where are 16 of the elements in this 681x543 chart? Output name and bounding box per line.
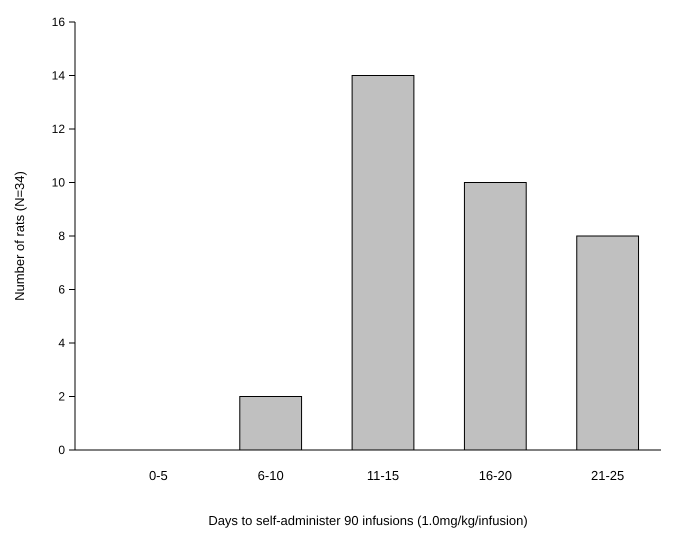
y-tick-label: 16 [52, 15, 66, 30]
y-tick-label: 14 [52, 68, 66, 83]
y-tick-label: 12 [52, 122, 66, 136]
y-tick-label: 10 [52, 176, 66, 190]
y-tick-label: 4 [58, 336, 66, 350]
y-tick-label: 2 [58, 390, 66, 404]
x-tick-label: 11-15 [366, 468, 400, 483]
x-tick-label: 0-5 [148, 468, 168, 483]
y-tick-label: 0 [58, 443, 66, 458]
x-axis-title: Days to self-administer 90 infusions (1.0mg/kg/infusion) [208, 513, 528, 528]
y-axis-title: Number of rats (N=34) [12, 171, 27, 301]
y-tick-label: 8 [58, 229, 66, 244]
x-tick-label: 6-10 [258, 468, 284, 483]
y-tick-label: 6 [58, 282, 66, 297]
x-tick-label: 21-25 [591, 468, 624, 483]
x-tick-label: 16-20 [478, 468, 512, 483]
